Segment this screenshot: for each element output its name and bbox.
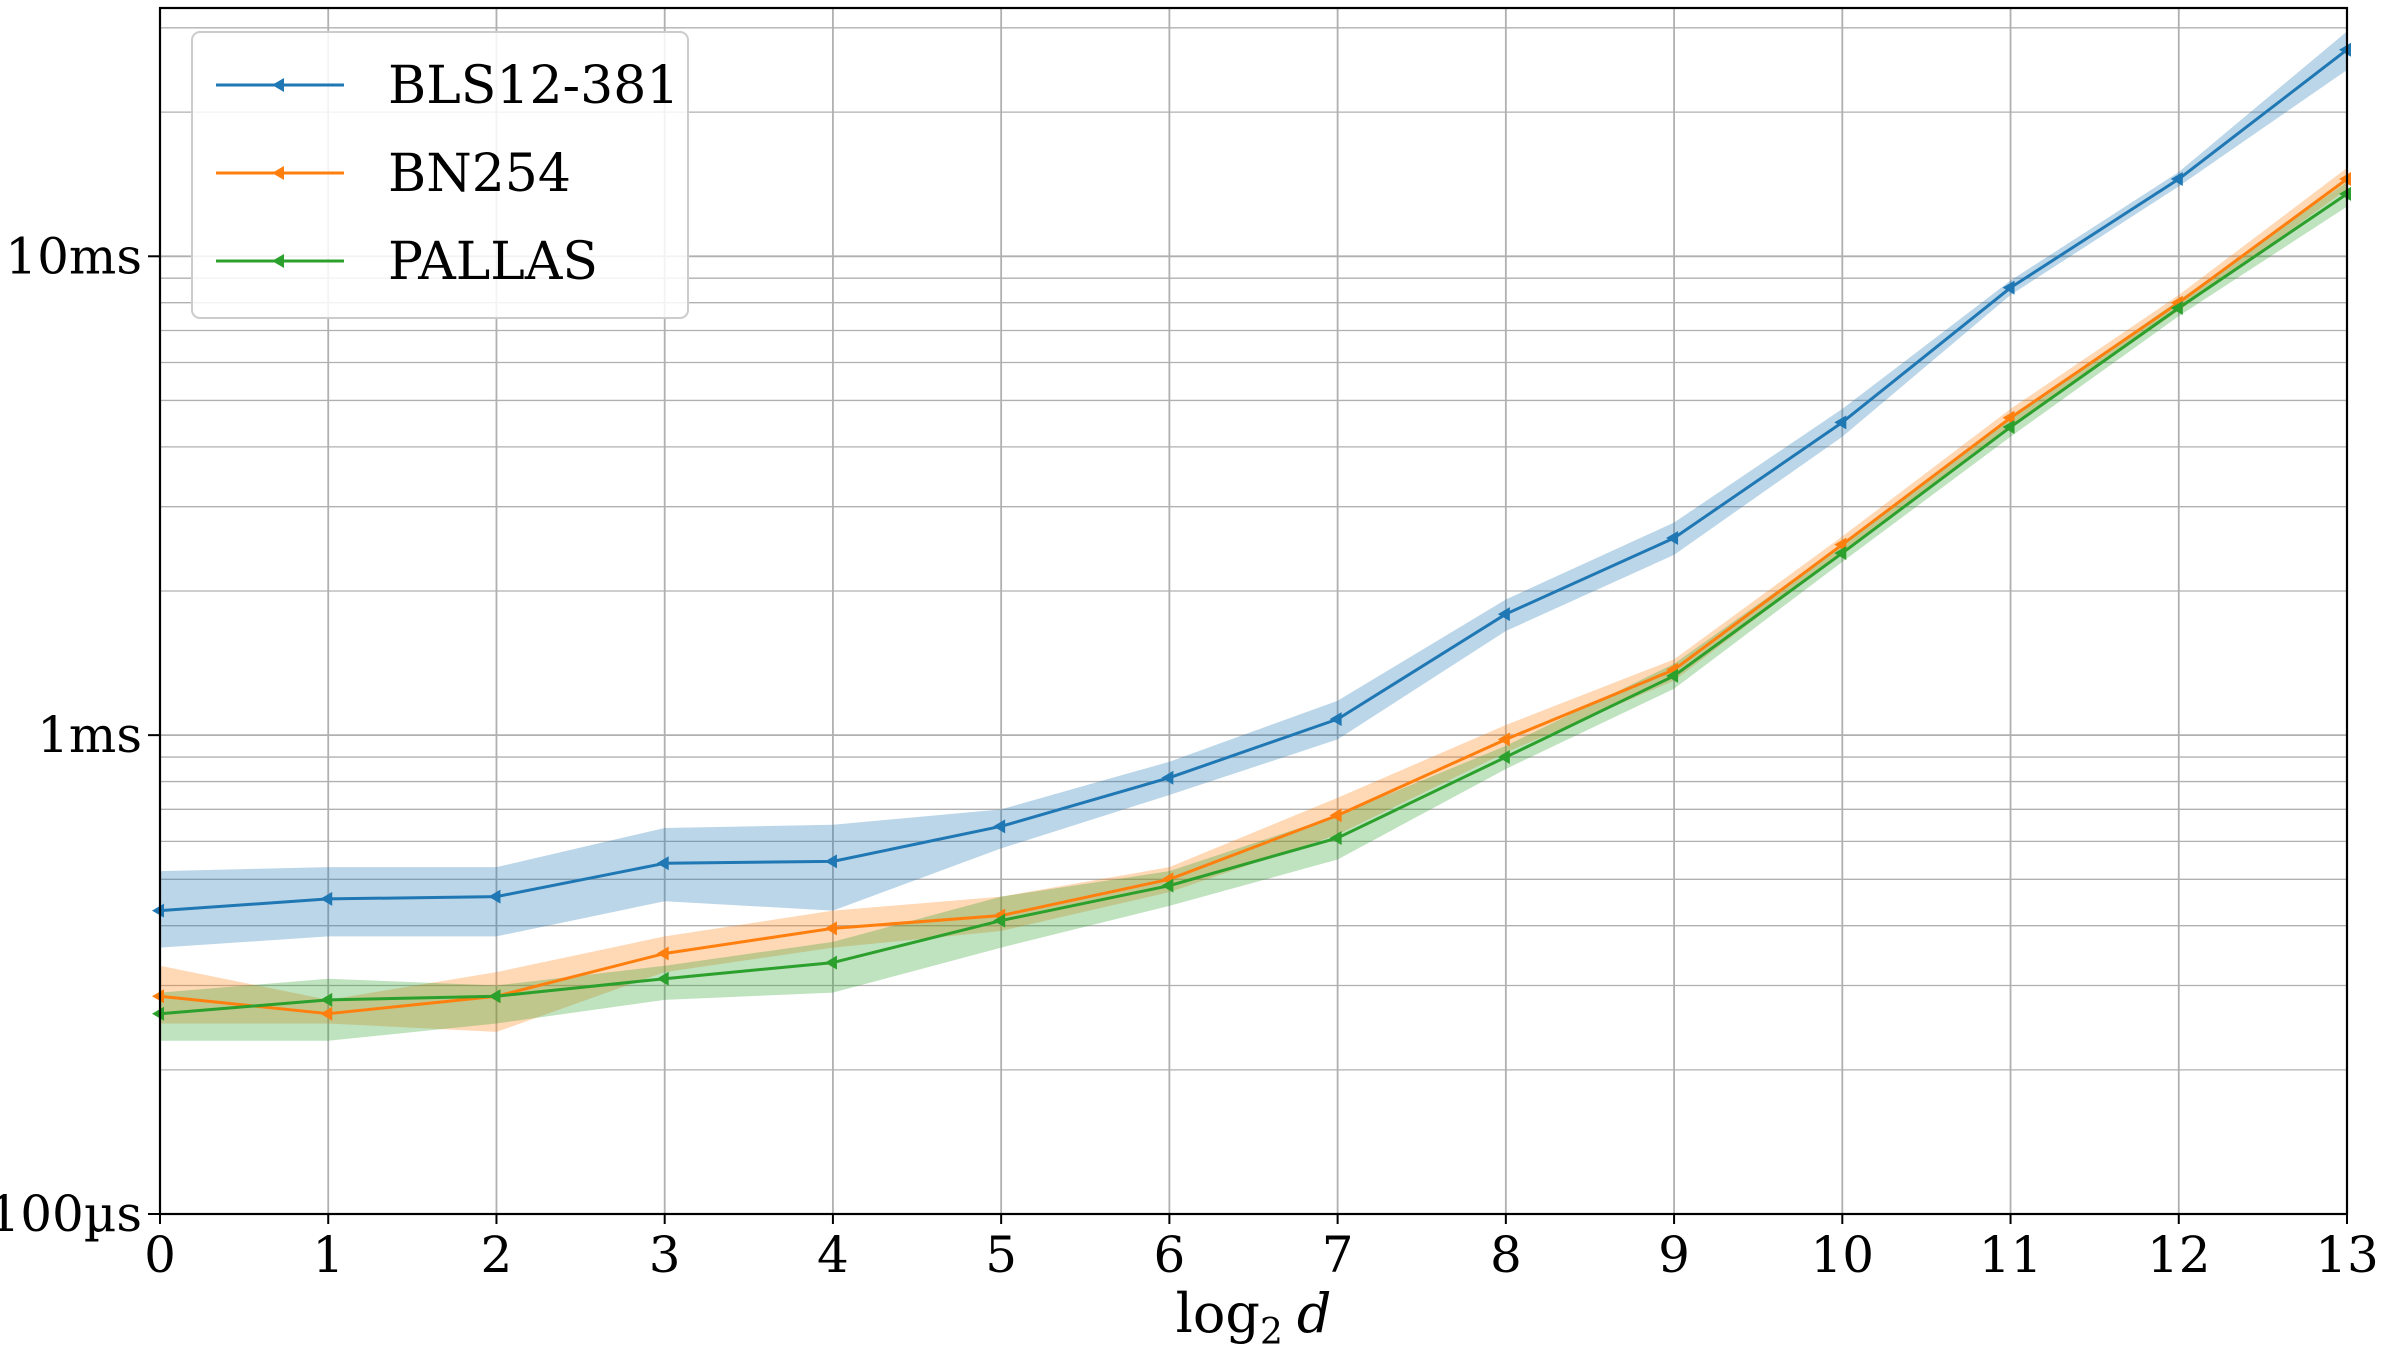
data-point: [1834, 415, 1847, 430]
confidence-bands: [160, 31, 2347, 1041]
data-point: [320, 891, 333, 906]
data-point: [656, 856, 669, 871]
data-point: [2002, 410, 2015, 425]
data-point: [2002, 280, 2015, 295]
data-point: [1161, 878, 1174, 893]
data-point: [824, 854, 837, 869]
legend-box: [191, 31, 689, 319]
data-point: [2002, 420, 2015, 435]
x-tick-label: 7: [1322, 1226, 1354, 1284]
data-point: [1666, 668, 1679, 683]
series-line-2: [159, 192, 2348, 1016]
data-point: [1329, 808, 1342, 823]
data-point: [1161, 770, 1174, 785]
data-point: [1497, 750, 1510, 765]
legend-label: PALLAS: [388, 232, 598, 292]
legend-swatch-marker: [272, 78, 284, 92]
data-point: [1834, 546, 1847, 561]
data-point: [824, 921, 837, 936]
legend-label: BLS12-381: [388, 56, 679, 116]
x-tick-label: 10: [1810, 1226, 1874, 1284]
data-point: [656, 971, 669, 986]
data-point: [1497, 732, 1510, 747]
x-tick-label: 12: [2147, 1226, 2211, 1284]
data-point: [2170, 300, 2183, 315]
data-point: [320, 992, 333, 1007]
confidence-band-0: [160, 31, 2347, 948]
x-axis-title-variable: d: [1297, 1282, 1332, 1345]
confidence-band-1: [160, 167, 2347, 1032]
x-axis-title-base: log: [1176, 1282, 1260, 1345]
data-point: [488, 989, 501, 1004]
legend-label: BN254: [388, 144, 571, 204]
data-point: [488, 889, 501, 904]
x-tick-label: 1: [312, 1226, 344, 1284]
x-tick-label: 0: [144, 1226, 176, 1284]
x-tick-label: 3: [649, 1226, 681, 1284]
data-point: [2170, 172, 2183, 187]
x-tick-label: 4: [817, 1226, 849, 1284]
y-tick-label: 100µs: [0, 1185, 142, 1243]
data-point: [656, 946, 669, 961]
y-tick-label: 10ms: [5, 227, 142, 285]
plot-frame: [158, 6, 2349, 1216]
data-point: [1666, 531, 1679, 546]
x-axis-title-subscript: 2: [1260, 1312, 1283, 1350]
x-tick-label: 2: [481, 1226, 513, 1284]
confidence-band-2: [160, 181, 2347, 1041]
data-point: [320, 1006, 333, 1021]
data-point: [824, 955, 837, 970]
data-point: [993, 913, 1006, 928]
x-tick-label: 13: [2315, 1226, 2379, 1284]
legend: BLS12-381 BN254 PALLAS: [191, 31, 689, 319]
x-tick-label: 8: [1490, 1226, 1522, 1284]
legend-swatch-marker: [272, 166, 284, 180]
data-point: [1329, 712, 1342, 727]
x-axis-title: log2 d: [1176, 1282, 1332, 1350]
series-line-1: [159, 177, 2348, 1016]
x-tick-label: 6: [1153, 1226, 1185, 1284]
data-point: [993, 819, 1006, 834]
x-tick-label: 11: [1979, 1226, 2043, 1284]
data-point: [1497, 607, 1510, 622]
series-lines: [159, 48, 2348, 1016]
y-tick-label: 1ms: [37, 706, 142, 764]
legend-swatch-marker: [272, 254, 284, 268]
x-tick-label: 9: [1658, 1226, 1690, 1284]
x-tick-label: 5: [985, 1226, 1017, 1284]
series-line-0: [159, 48, 2348, 913]
data-point: [1329, 830, 1342, 845]
